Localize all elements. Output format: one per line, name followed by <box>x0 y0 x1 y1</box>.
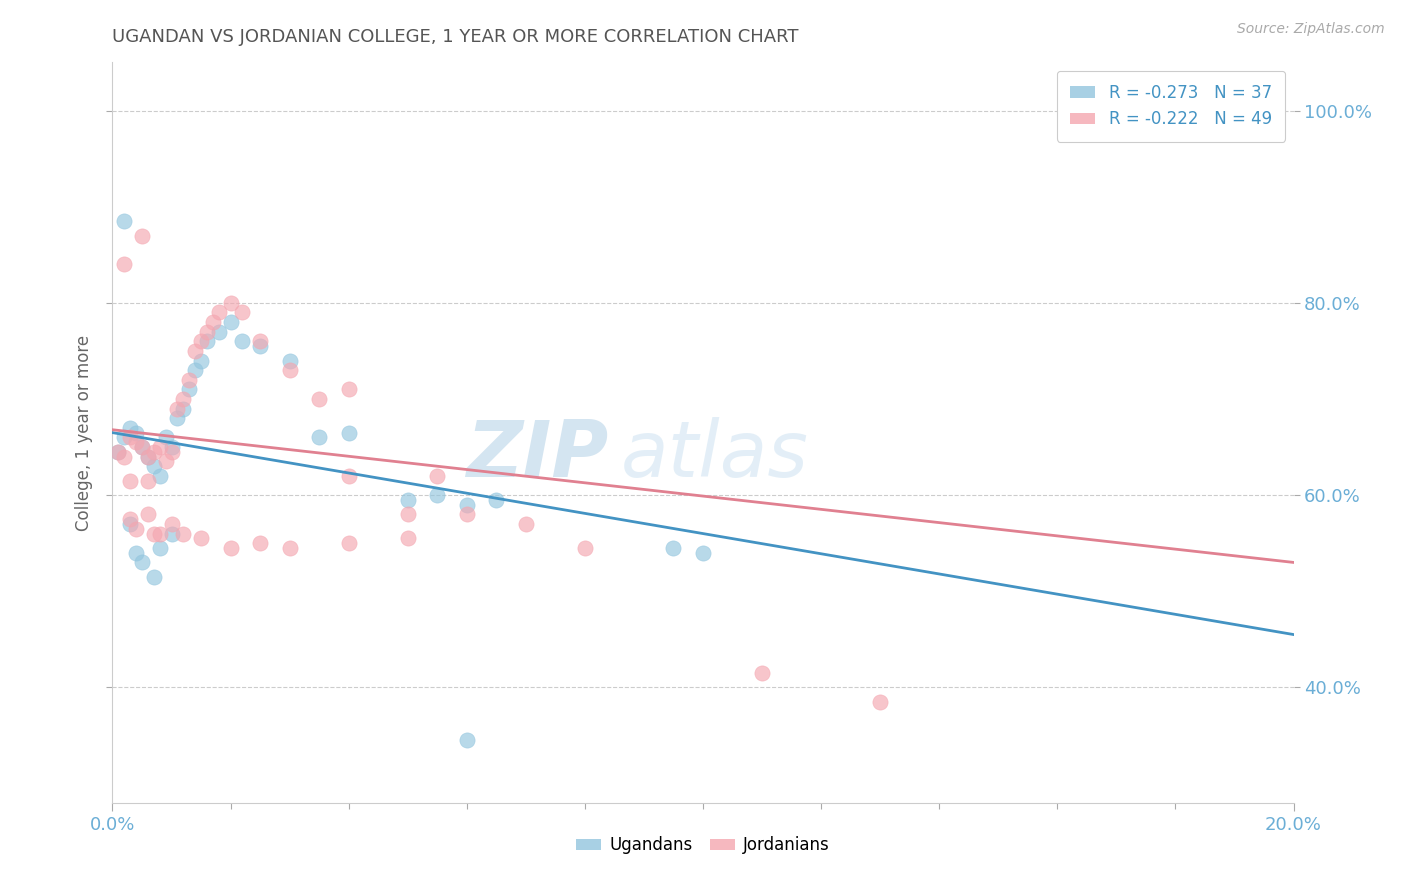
Point <box>160 516 183 531</box>
Point <box>219 315 242 329</box>
Point <box>278 541 301 555</box>
Point <box>456 498 478 512</box>
Point <box>179 382 201 396</box>
Point <box>131 228 153 243</box>
Point <box>179 373 201 387</box>
Point <box>308 430 330 444</box>
Point <box>249 339 271 353</box>
Point <box>120 430 142 444</box>
Point <box>249 536 271 550</box>
Text: Source: ZipAtlas.com: Source: ZipAtlas.com <box>1237 22 1385 37</box>
Point <box>751 665 773 680</box>
Point <box>142 459 165 474</box>
Point <box>166 401 188 416</box>
Point <box>456 733 478 747</box>
Point <box>662 541 685 555</box>
Point <box>195 334 218 349</box>
Point <box>172 401 194 416</box>
Point <box>120 474 142 488</box>
Point <box>142 570 165 584</box>
Point <box>125 546 148 560</box>
Point <box>112 450 135 464</box>
Point <box>869 695 891 709</box>
Point <box>692 546 714 560</box>
Point <box>149 541 172 555</box>
Point <box>172 526 194 541</box>
Point <box>219 541 242 555</box>
Point <box>201 315 224 329</box>
Point <box>142 445 165 459</box>
Point <box>396 508 419 522</box>
Point <box>107 445 129 459</box>
Point <box>190 334 212 349</box>
Point <box>112 430 135 444</box>
Point <box>136 474 159 488</box>
Point <box>278 353 301 368</box>
Text: UGANDAN VS JORDANIAN COLLEGE, 1 YEAR OR MORE CORRELATION CHART: UGANDAN VS JORDANIAN COLLEGE, 1 YEAR OR … <box>112 28 799 45</box>
Point <box>426 488 449 502</box>
Point <box>195 325 218 339</box>
Point <box>249 334 271 349</box>
Point <box>219 295 242 310</box>
Point <box>131 440 153 454</box>
Point <box>131 556 153 570</box>
Point <box>166 411 188 425</box>
Point <box>190 353 212 368</box>
Point <box>278 363 301 377</box>
Point <box>112 214 135 228</box>
Point <box>155 454 177 468</box>
Point <box>184 343 207 358</box>
Point <box>136 508 159 522</box>
Point <box>574 541 596 555</box>
Point <box>208 325 231 339</box>
Point <box>120 516 142 531</box>
Point <box>149 526 172 541</box>
Point <box>337 536 360 550</box>
Point <box>125 435 148 450</box>
Point <box>308 392 330 406</box>
Point <box>337 469 360 483</box>
Point <box>396 492 419 507</box>
Point <box>190 532 212 546</box>
Point <box>231 334 253 349</box>
Point <box>396 532 419 546</box>
Point <box>120 421 142 435</box>
Point <box>337 382 360 396</box>
Point <box>112 257 135 271</box>
Point <box>485 492 508 507</box>
Point <box>120 512 142 526</box>
Point <box>184 363 207 377</box>
Point <box>456 508 478 522</box>
Y-axis label: College, 1 year or more: College, 1 year or more <box>75 334 93 531</box>
Text: atlas: atlas <box>620 417 808 493</box>
Point <box>149 440 172 454</box>
Point <box>149 469 172 483</box>
Point <box>426 469 449 483</box>
Point <box>125 522 148 536</box>
Point <box>172 392 194 406</box>
Point <box>515 516 537 531</box>
Point <box>136 450 159 464</box>
Point <box>107 445 129 459</box>
Point <box>160 445 183 459</box>
Point <box>142 526 165 541</box>
Point <box>131 440 153 454</box>
Point <box>208 305 231 319</box>
Point <box>136 450 159 464</box>
Text: ZIP: ZIP <box>467 417 609 493</box>
Point <box>160 440 183 454</box>
Point <box>231 305 253 319</box>
Point <box>125 425 148 440</box>
Legend: Ugandans, Jordanians: Ugandans, Jordanians <box>569 830 837 861</box>
Point <box>160 526 183 541</box>
Point <box>337 425 360 440</box>
Point <box>155 430 177 444</box>
